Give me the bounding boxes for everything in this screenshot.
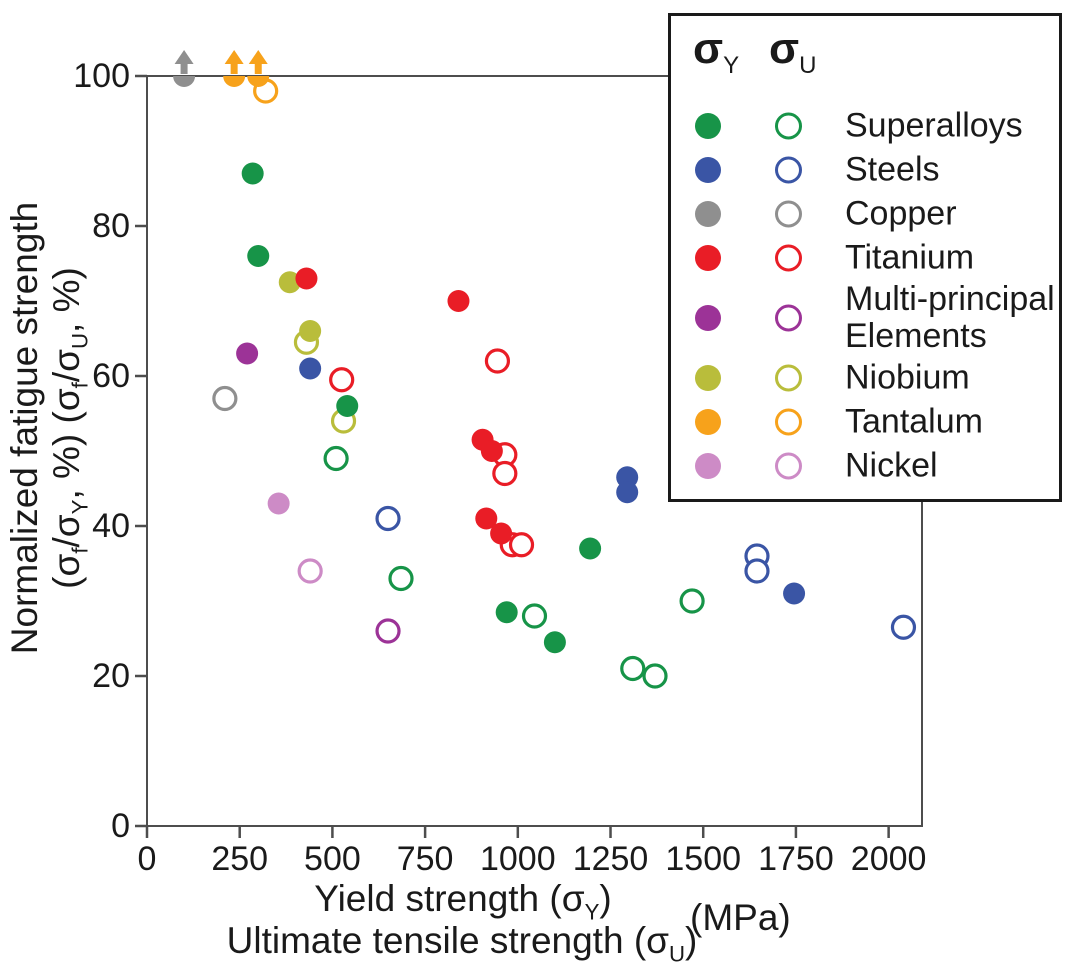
x-tick-label: 1000 — [479, 840, 556, 878]
x-tick-label: 750 — [396, 840, 454, 878]
legend-title: σY σU — [671, 24, 1059, 90]
legend-rows: Superalloys Steels Copper Titanium Multi-pri… — [671, 104, 1059, 488]
superalloys-sigma-u-point — [323, 445, 349, 472]
steels-sigma-y-point — [616, 481, 639, 504]
nickel-sigma-u-point — [297, 558, 323, 584]
legend-label: Multi-principal Elements — [845, 280, 1055, 355]
steels-open-swatch-icon — [775, 156, 802, 184]
x-axis-title-line2: Ultimate tensile strength (σU) — [226, 920, 698, 967]
nickel-sigma-y-point — [267, 492, 290, 515]
y-tick-label: 60 — [92, 357, 130, 395]
superalloys-sigma-u-point — [388, 565, 414, 592]
titanium-sigma-y-point — [447, 290, 470, 312]
nickel-open-swatch-icon — [775, 452, 802, 480]
steels-sigma-y-point — [783, 582, 806, 605]
titanium-sigma-y-point — [480, 440, 503, 462]
copper-filled-swatch-icon — [695, 201, 721, 227]
x-axis-units-label: (MPa) — [690, 897, 791, 938]
multi-principal-elements-sigma-u-point — [375, 618, 401, 644]
superalloys-sigma-y-point — [543, 631, 566, 654]
y-tick-label: 80 — [92, 207, 130, 245]
legend-label: Steels — [845, 150, 940, 189]
x-tick-label: 250 — [211, 840, 269, 878]
superalloys-sigma-y-point — [247, 245, 270, 267]
legend-row-superalloys: Superalloys — [671, 104, 1059, 148]
titanium-sigma-y-point — [295, 267, 318, 290]
steels-sigma-u-point — [375, 505, 401, 532]
tantalum-open-swatch-icon — [775, 408, 802, 436]
titanium-sigma-u-point — [508, 532, 535, 558]
titanium-sigma-u-point — [329, 367, 355, 393]
legend-label: Tantalum — [845, 402, 983, 441]
tantalum-filled-swatch-icon — [695, 409, 721, 435]
y-tick-label: 100 — [73, 57, 130, 95]
x-tick-label: 500 — [304, 840, 361, 878]
data-points — [173, 76, 917, 689]
copper-sigma-y-point — [173, 76, 196, 87]
tantalum-sigma-y-point — [223, 76, 246, 87]
superalloys-filled-swatch-icon — [695, 113, 721, 139]
multi-principal-elements-open-swatch-icon — [775, 304, 802, 332]
legend-title-sigma-y: σY — [693, 24, 740, 79]
legend-row-multi-principal-elements: Multi-principal Elements — [671, 280, 1059, 356]
x-tick-label: 2000 — [850, 840, 927, 878]
superalloys-sigma-u-point — [521, 603, 548, 629]
steels-sigma-u-point — [744, 558, 770, 584]
y-tick-label: 0 — [111, 807, 130, 845]
superalloys-sigma-y-point — [336, 395, 359, 417]
legend-label: Nickel — [845, 446, 938, 485]
legend-row-titanium: Titanium — [671, 236, 1059, 280]
copper-open-swatch-icon — [775, 200, 802, 228]
x-axis-title-line1: Yield strength (σY) — [314, 878, 612, 925]
niobium-filled-swatch-icon — [695, 365, 721, 391]
superalloys-sigma-u-point — [642, 663, 668, 689]
legend-row-steels: Steels — [671, 148, 1059, 192]
legend-label: Superalloys — [845, 106, 1023, 145]
superalloys-sigma-y-point — [241, 162, 264, 185]
legend-row-nickel: Nickel — [671, 444, 1059, 488]
x-tick-label: 1750 — [758, 840, 834, 878]
x-tick-label: 1250 — [572, 840, 649, 878]
multi-principal-elements-sigma-y-point — [236, 342, 259, 365]
tantalum-sigma-y-point — [247, 76, 270, 87]
superalloys-sigma-u-point — [620, 655, 646, 682]
superalloys-sigma-y-point — [495, 601, 518, 624]
titanium-filled-swatch-icon — [695, 245, 721, 271]
multi-principal-elements-filled-swatch-icon — [695, 305, 721, 331]
y-tick-label: 20 — [92, 657, 130, 695]
legend-row-tantalum: Tantalum — [671, 400, 1059, 444]
superalloys-sigma-y-point — [579, 537, 602, 560]
x-tick-label: 0 — [137, 840, 157, 878]
tantalum-up-arrow-icon — [248, 50, 268, 74]
niobium-sigma-y-point — [299, 320, 322, 342]
titanium-sigma-y-point — [475, 507, 498, 530]
steels-filled-swatch-icon — [695, 157, 721, 183]
tantalum-up-arrow-icon — [224, 50, 244, 74]
y-tick-label: 40 — [92, 507, 130, 545]
titanium-sigma-u-point — [484, 348, 511, 374]
legend-box: σY σU Superalloys Steels Copper Titanium Mul… — [668, 13, 1062, 502]
nickel-filled-swatch-icon — [695, 453, 721, 479]
legend-row-niobium: Niobium — [671, 356, 1059, 400]
titanium-sigma-u-point — [492, 460, 518, 487]
legend-row-copper: Copper — [671, 192, 1059, 236]
niobium-open-swatch-icon — [775, 364, 802, 392]
superalloys-open-swatch-icon — [775, 112, 802, 140]
steels-sigma-y-point — [299, 357, 322, 380]
legend-label: Copper — [845, 194, 957, 233]
steels-sigma-u-point — [890, 614, 917, 640]
legend-label: Titanium — [845, 238, 975, 277]
titanium-sigma-y-point — [490, 522, 513, 545]
legend-title-sigma-u: σU — [769, 24, 817, 79]
superalloys-sigma-u-point — [679, 588, 705, 614]
copper-sigma-u-point — [212, 385, 238, 412]
niobium-sigma-y-point — [278, 271, 301, 294]
off-scale-arrows — [174, 50, 268, 74]
titanium-open-swatch-icon — [775, 244, 802, 272]
copper-up-arrow-icon — [174, 50, 194, 74]
x-tick-label: 1500 — [665, 840, 742, 878]
legend-label: Niobium — [845, 358, 970, 397]
